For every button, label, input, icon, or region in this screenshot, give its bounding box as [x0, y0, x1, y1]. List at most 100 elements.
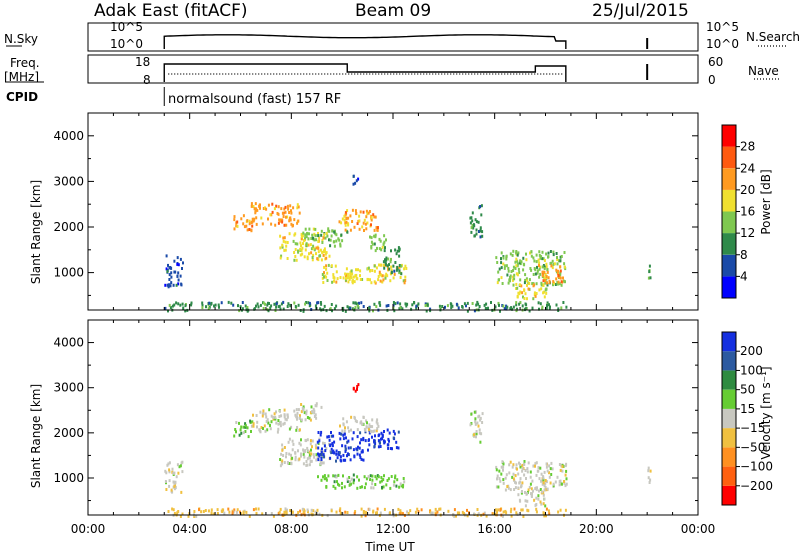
velocity-cell [164, 469, 167, 473]
velocity-cell [298, 441, 301, 445]
velocity-cell [165, 488, 168, 491]
velocity-cell [342, 474, 344, 478]
power-cell [532, 256, 535, 260]
power-cell [354, 301, 357, 305]
power-cell [319, 307, 322, 311]
velocity-cell [483, 511, 486, 515]
power-cell [267, 217, 269, 221]
power-cell [444, 305, 446, 309]
power-cell [517, 267, 520, 271]
velocity-cell [502, 510, 505, 514]
velocity-cell [301, 407, 304, 411]
velocity-cell [306, 438, 309, 442]
velocity-cell [376, 418, 379, 422]
power-ylabel: Slant Range [km] [29, 179, 43, 285]
power-cell [563, 265, 566, 269]
power-cell [345, 217, 348, 221]
power-cell [235, 224, 238, 228]
power-cell [378, 237, 381, 241]
velocity-cell [402, 477, 405, 480]
velocity-cell [339, 511, 342, 515]
velocity-cell [540, 479, 543, 483]
power-cell [519, 259, 522, 263]
power-cell [538, 261, 541, 265]
velocity-cell [267, 421, 270, 425]
velocity-cell [429, 510, 432, 514]
velocity-cell [193, 510, 196, 513]
power-cell [342, 306, 345, 310]
velocity-cell [173, 484, 176, 488]
power-cell [400, 264, 403, 268]
velocity-cell [310, 452, 313, 456]
power-cell [404, 279, 407, 282]
velocity-cell [323, 474, 326, 478]
freq-label: Freq. [10, 56, 40, 70]
velocity-cell [374, 434, 376, 438]
power-cell [358, 301, 360, 305]
power-cell [490, 301, 492, 304]
power-cell [478, 305, 481, 308]
velocity-cell [360, 438, 363, 442]
power-cell [540, 255, 543, 259]
velocity-cell [325, 485, 328, 488]
power-cell [252, 205, 255, 208]
power-cell [516, 259, 519, 263]
power-ytick-label: 4000 [53, 129, 84, 143]
velocity-cell [291, 456, 294, 460]
power-cell [541, 257, 544, 261]
power-cell [382, 263, 385, 267]
velocity-cell [323, 477, 326, 481]
power-cell [521, 304, 524, 308]
velocity-cell [227, 507, 230, 511]
power-cell [470, 216, 473, 220]
power-cell [385, 258, 388, 262]
velocity-cell [521, 469, 524, 473]
velocity-cell [298, 428, 301, 432]
velocity-cell [365, 419, 368, 423]
velocity-cell [394, 474, 397, 478]
velocity-cell [322, 453, 325, 457]
velocity-cell [346, 477, 349, 481]
power-cell [398, 307, 401, 311]
power-cell [344, 309, 347, 313]
cpid-label: CPID [6, 90, 39, 104]
velocity-cell [409, 509, 412, 513]
velocity-cell [283, 461, 286, 464]
velocity-cell [210, 511, 213, 515]
power-cell [359, 274, 361, 278]
velocity-cell [243, 509, 246, 513]
power-cell [544, 281, 547, 285]
velocity-cell [475, 435, 477, 439]
velocity-cell [302, 453, 305, 456]
velocity-colorbar-swatch [722, 428, 736, 448]
power-cell [512, 265, 515, 269]
power-cell [547, 251, 550, 255]
velocity-cell [300, 410, 303, 414]
power-cell [539, 265, 542, 269]
power-cell [256, 302, 259, 306]
velocity-cell [357, 445, 359, 449]
velocity-cell [281, 443, 284, 447]
velocity-cell [304, 449, 307, 453]
power-cell [264, 302, 267, 306]
power-cell [384, 262, 387, 266]
power-cell [524, 292, 527, 296]
velocity-cell [286, 413, 289, 417]
velocity-cell [387, 477, 390, 481]
velocity-cell [541, 479, 544, 483]
velocity-cell [545, 507, 548, 511]
power-cell [542, 291, 545, 295]
power-cell [300, 237, 303, 241]
velocity-cell [543, 488, 546, 492]
velocity-cell [438, 507, 441, 511]
power-cell [328, 238, 330, 242]
velocity-colorbar-tick-label: −200 [740, 479, 773, 493]
velocity-colorbar-swatch [722, 370, 736, 390]
velocity-cell [286, 415, 289, 419]
power-cell [172, 283, 175, 287]
velocity-cell [512, 472, 515, 476]
velocity-cell [527, 461, 530, 465]
velocity-cell [518, 498, 521, 502]
velocity-cell [350, 415, 353, 419]
velocity-cell [520, 508, 523, 512]
